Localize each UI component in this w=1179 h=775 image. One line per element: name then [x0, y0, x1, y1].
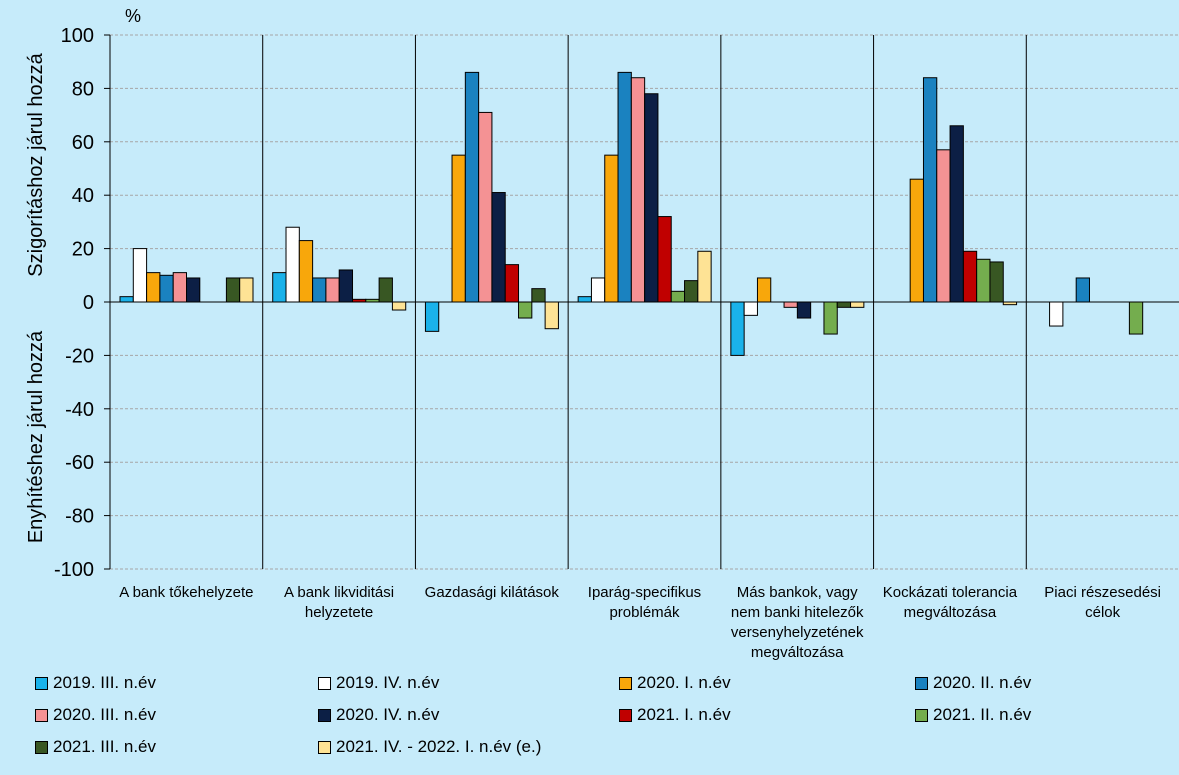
bar: [172, 272, 187, 303]
bar: [531, 288, 546, 303]
bar: [298, 240, 314, 303]
bar: [783, 301, 798, 308]
bar: [657, 216, 672, 303]
bar: [684, 280, 699, 303]
x-tick-label: Piaci részesedési: [1044, 584, 1161, 601]
bar: [976, 258, 991, 303]
x-tick-label: Gazdasági kilátások: [425, 584, 560, 601]
x-tick-label: megváltozása: [751, 644, 844, 661]
bar: [850, 301, 865, 308]
bar: [225, 277, 241, 303]
bar: [796, 301, 812, 319]
x-tick-label: célok: [1085, 604, 1121, 621]
y-tick-label: 20: [72, 239, 94, 261]
bar: [451, 154, 466, 303]
bar: [491, 192, 506, 303]
y-axis-label-bottom: Enyhítéshez járul hozzá: [25, 330, 47, 543]
bar: [670, 290, 686, 303]
bar: [617, 71, 632, 303]
bar: [285, 226, 300, 303]
bar: [424, 301, 440, 332]
bar: [962, 250, 978, 303]
bar: [823, 301, 838, 335]
gridlines: [110, 34, 1179, 570]
bar: [338, 269, 354, 303]
y-tick-label: -100: [54, 559, 94, 581]
bar: [743, 301, 758, 316]
x-tick-label: A bank tőkehelyzete: [119, 584, 253, 601]
bar: [949, 125, 964, 303]
x-tick-label: A bank likviditási: [284, 584, 394, 601]
bar: [836, 301, 852, 308]
bar: [119, 296, 134, 303]
y-tick-label: 0: [83, 292, 94, 314]
bar: [239, 277, 254, 303]
x-tick-label: Iparág-specifikus: [588, 584, 701, 601]
y-tick-label: -80: [65, 506, 94, 528]
y-tick-label: -20: [65, 345, 94, 367]
bar: [922, 77, 938, 303]
bar: [544, 301, 559, 330]
bar: [697, 250, 712, 303]
bar: [730, 301, 745, 356]
bar: [1075, 277, 1090, 303]
bar: [391, 301, 407, 311]
bar: [325, 277, 340, 303]
y-tick-label: 40: [72, 185, 94, 207]
bar: [478, 111, 493, 303]
bar: [272, 272, 287, 303]
bar: [1128, 301, 1144, 335]
x-tick-label: megváltozása: [904, 604, 997, 621]
bar: [312, 277, 327, 303]
bar: [909, 178, 924, 303]
x-tick-label: versenyhelyzetének: [731, 624, 864, 641]
bar: [630, 77, 646, 303]
axes: -100 -80 -60 -40 -20 0 20 40 60 80 100 A bank tőkeh…: [54, 25, 1179, 661]
bar: [464, 71, 480, 303]
y-tick-label: 60: [72, 132, 94, 154]
bar: [186, 277, 201, 303]
bar: [590, 277, 606, 303]
bar: [159, 274, 174, 303]
bar: [146, 272, 161, 303]
bar: [378, 277, 393, 303]
bar: [577, 296, 592, 303]
x-tick-label: helyzetete: [305, 604, 373, 621]
bar: [989, 261, 1004, 303]
y-unit-label: %: [125, 6, 141, 26]
y-tick-label: 100: [61, 25, 94, 47]
y-tick-label: -60: [65, 452, 94, 474]
x-tick-label: Kockázati tolerancia: [883, 584, 1018, 601]
x-tick-label: Más bankok, vagy: [737, 584, 858, 601]
bar: [936, 149, 951, 303]
bar: [644, 93, 659, 303]
y-axis-label-top: Szigorításhoz járul hozzá: [25, 52, 47, 276]
bar: [1049, 301, 1064, 327]
y-tick-label: 80: [72, 78, 94, 100]
x-tick-label: nem banki hitelezők: [731, 604, 864, 621]
bar: [604, 154, 619, 303]
bar: [756, 277, 772, 303]
y-tick-label: -40: [65, 399, 94, 421]
bar: [132, 248, 148, 303]
x-tick-label: problémák: [609, 604, 680, 621]
bars: [119, 71, 1144, 356]
bar: [518, 301, 533, 319]
bar: [504, 264, 520, 303]
